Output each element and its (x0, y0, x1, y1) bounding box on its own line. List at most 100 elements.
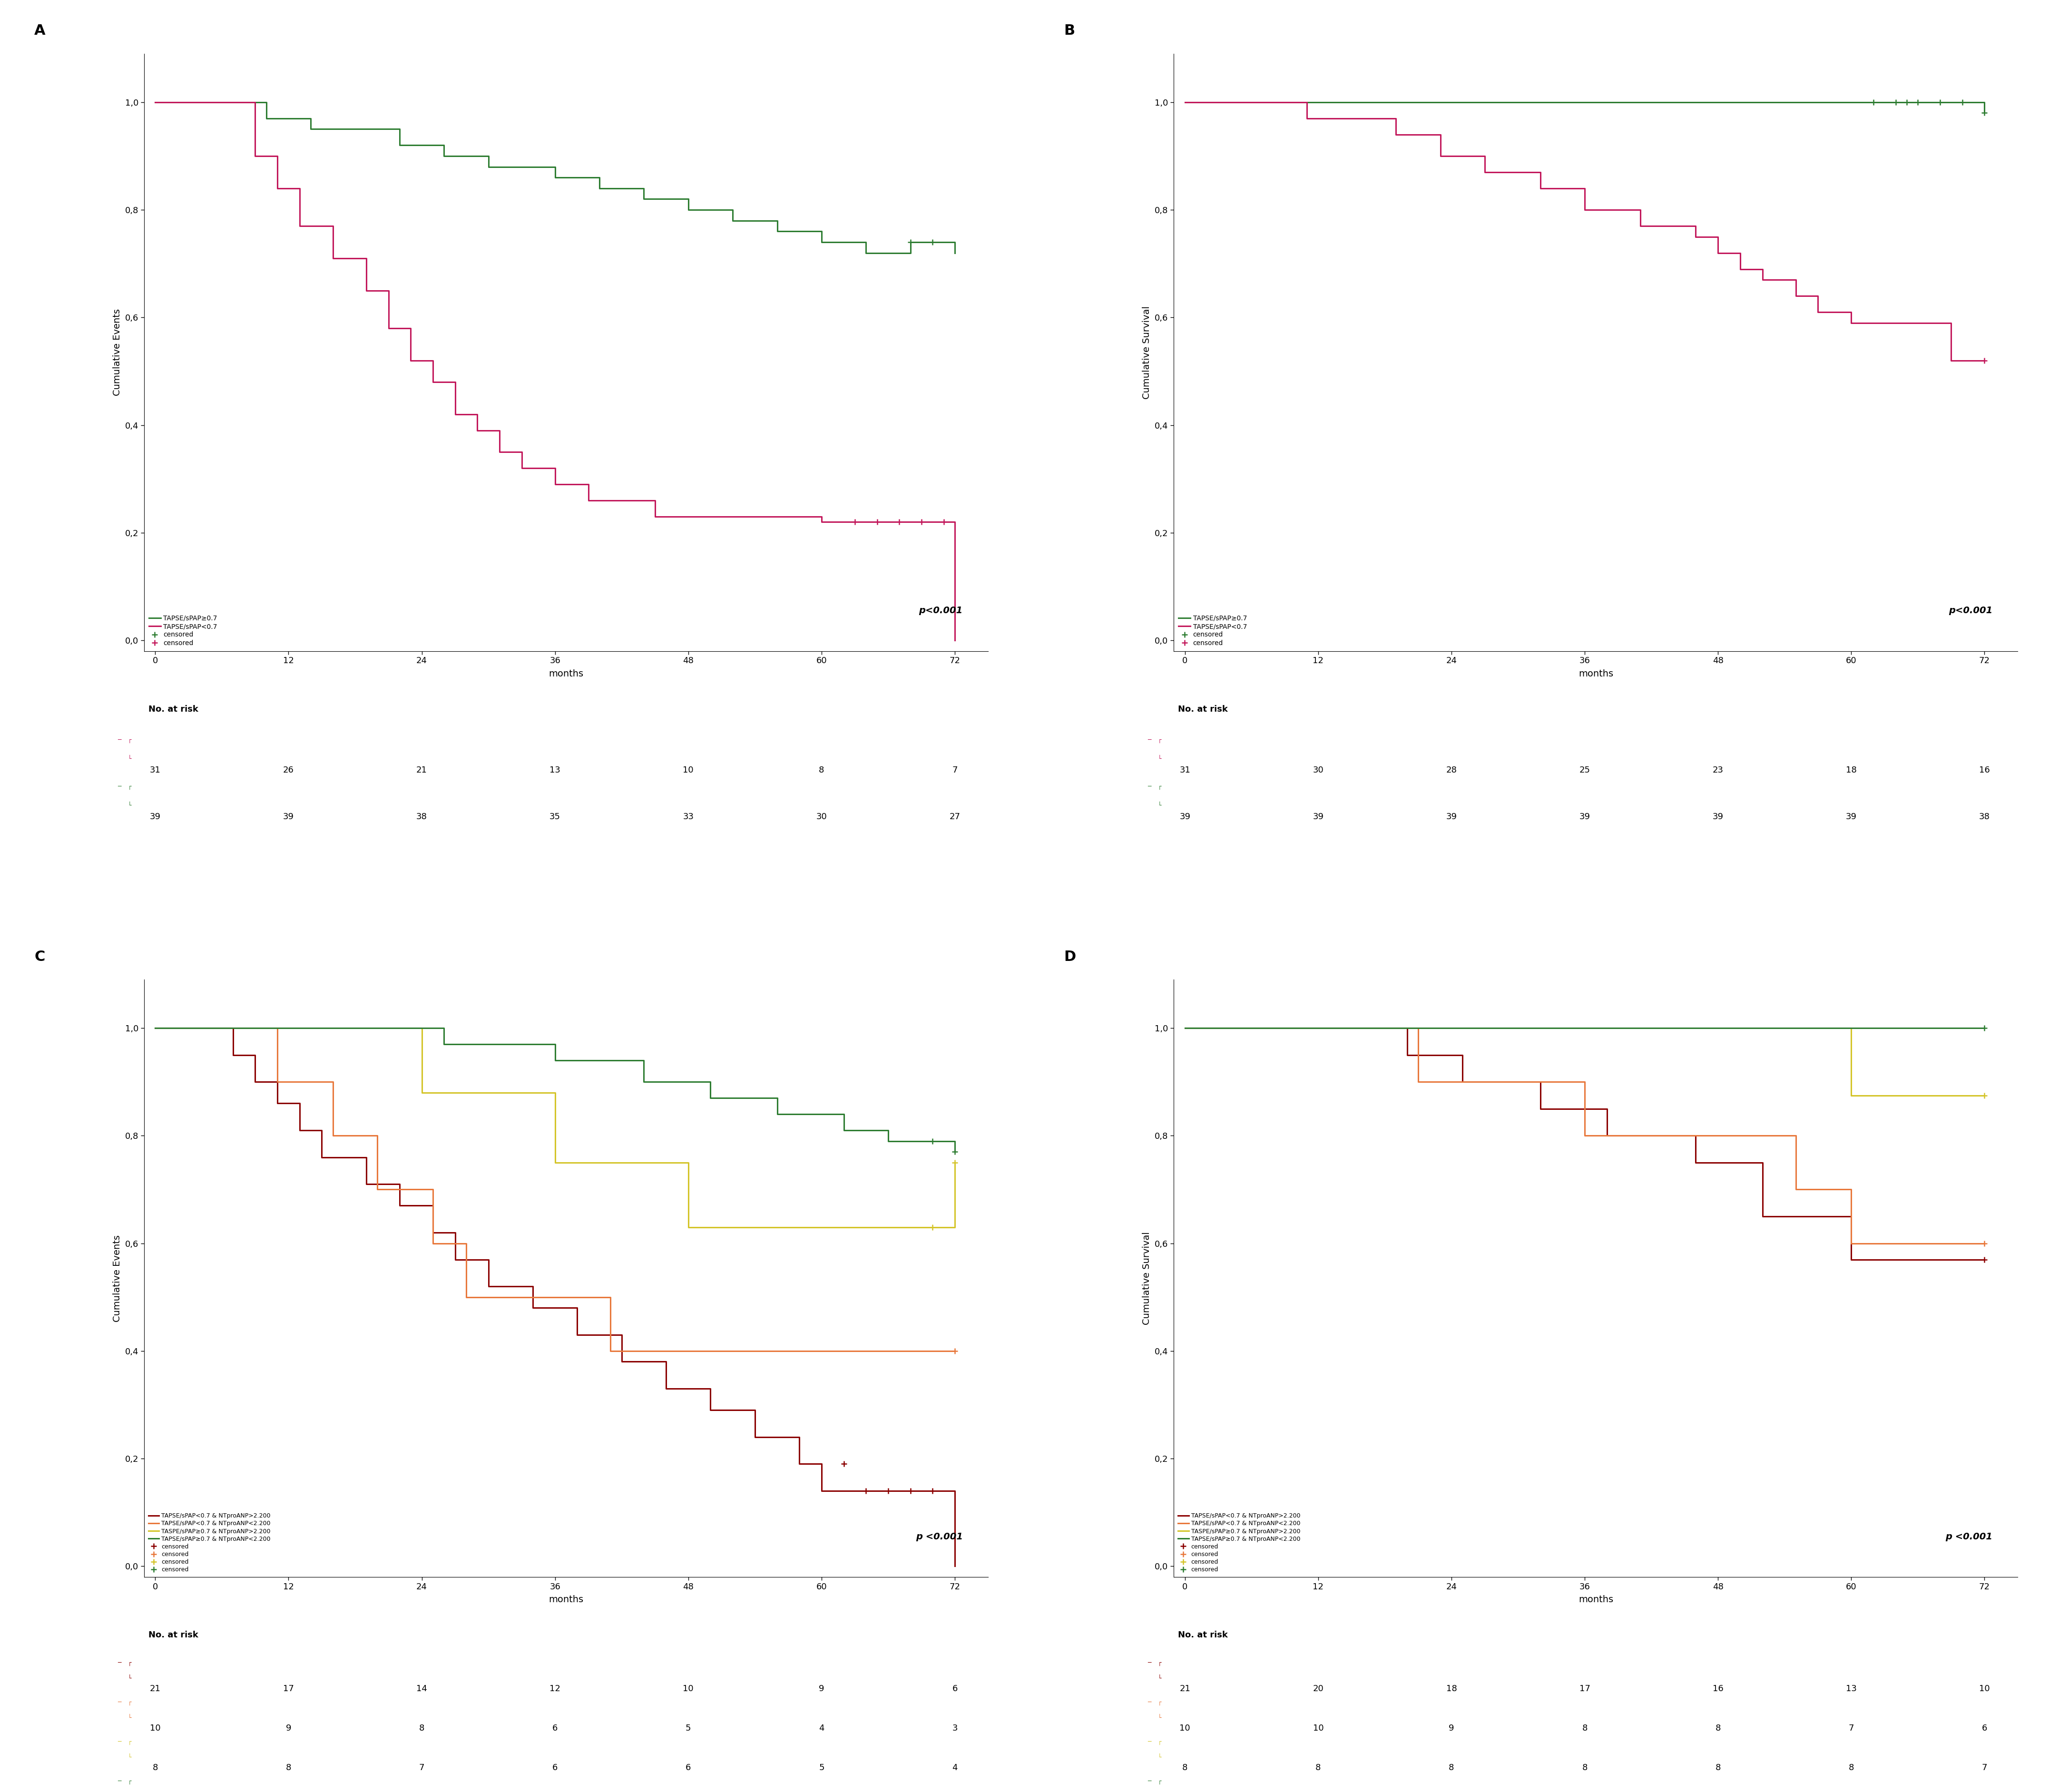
Text: 39: 39 (282, 812, 294, 821)
Legend: TAPSE/sPAP<0.7 & NTproANP>2.200, TAPSE/sPAP<0.7 & NTproANP<2.200, TASPE/sPAP≥0.7: TAPSE/sPAP<0.7 & NTproANP>2.200, TAPSE/s… (146, 1512, 272, 1573)
Text: └: └ (128, 1715, 132, 1720)
Text: No. at risk: No. at risk (1178, 1631, 1227, 1640)
Legend: TAPSE/sPAP≥0.7, TAPSE/sPAP<0.7, censored, censored: TAPSE/sPAP≥0.7, TAPSE/sPAP<0.7, censored… (1178, 613, 1248, 647)
Text: ┌: ┌ (1157, 1659, 1161, 1667)
Text: 20: 20 (1314, 1684, 1324, 1693)
Text: 39: 39 (1314, 812, 1324, 821)
Text: 12: 12 (550, 1684, 560, 1693)
Text: 13: 13 (1845, 1684, 1857, 1693)
Text: └: └ (1157, 803, 1161, 808)
Text: 23: 23 (1713, 765, 1723, 774)
Text: ─: ─ (1147, 1738, 1151, 1745)
Text: 27: 27 (949, 812, 959, 821)
Text: 16: 16 (1979, 765, 1989, 774)
Text: 7: 7 (1849, 1724, 1853, 1733)
Text: └: └ (1157, 1754, 1161, 1760)
Text: 3: 3 (951, 1724, 957, 1733)
Text: └: └ (128, 1754, 132, 1760)
Text: 30: 30 (1314, 765, 1324, 774)
Text: 10: 10 (1314, 1724, 1324, 1733)
X-axis label: months: months (1579, 668, 1612, 679)
Text: 9: 9 (819, 1684, 824, 1693)
Text: 9: 9 (286, 1724, 290, 1733)
Text: 21: 21 (416, 765, 426, 774)
Text: └: └ (128, 803, 132, 808)
Text: 10: 10 (684, 1684, 694, 1693)
Text: ┌: ┌ (128, 1778, 132, 1785)
X-axis label: months: months (550, 1595, 583, 1604)
Text: 6: 6 (552, 1724, 558, 1733)
Text: 7: 7 (420, 1763, 424, 1772)
Text: ─: ─ (1147, 1778, 1151, 1785)
Text: 21: 21 (150, 1684, 161, 1693)
Text: 16: 16 (1713, 1684, 1723, 1693)
Text: 5: 5 (819, 1763, 824, 1772)
Text: 35: 35 (550, 812, 560, 821)
Legend: TAPSE/sPAP<0.7 & NTproANP>2.200, TAPSE/sPAP<0.7 & NTproANP<2.200, TASPE/sPAP≥0.7: TAPSE/sPAP<0.7 & NTproANP>2.200, TAPSE/s… (1178, 1512, 1301, 1573)
Text: 4: 4 (819, 1724, 824, 1733)
Text: No. at risk: No. at risk (148, 704, 198, 713)
Text: p<0.001: p<0.001 (1948, 606, 1993, 615)
Text: ─: ─ (1147, 737, 1151, 744)
Y-axis label: Cumulative Events: Cumulative Events (113, 1235, 121, 1322)
Text: 8: 8 (1849, 1763, 1853, 1772)
Text: 31: 31 (150, 765, 161, 774)
Text: ─: ─ (1147, 783, 1151, 790)
Text: 6: 6 (686, 1763, 692, 1772)
Text: ┌: ┌ (1157, 783, 1161, 790)
Text: 8: 8 (1581, 1763, 1587, 1772)
Text: 39: 39 (1445, 812, 1458, 821)
Text: ─: ─ (1147, 1699, 1151, 1706)
Text: No. at risk: No. at risk (1178, 704, 1227, 713)
Text: 10: 10 (684, 765, 694, 774)
Text: ┌: ┌ (128, 737, 132, 744)
Text: ┌: ┌ (1157, 1699, 1161, 1706)
Text: 25: 25 (1579, 765, 1590, 774)
Text: ┌: ┌ (1157, 1738, 1161, 1745)
Text: 13: 13 (550, 765, 560, 774)
Text: 7: 7 (1981, 1763, 1987, 1772)
Text: 39: 39 (1845, 812, 1857, 821)
Text: 8: 8 (286, 1763, 290, 1772)
Text: 9: 9 (1450, 1724, 1454, 1733)
Text: A: A (35, 23, 45, 38)
Text: └: └ (128, 1676, 132, 1681)
Text: ┌: ┌ (128, 1738, 132, 1745)
Text: 21: 21 (1180, 1684, 1190, 1693)
Text: 28: 28 (1445, 765, 1458, 774)
Text: ┌: ┌ (128, 783, 132, 790)
Text: ─: ─ (117, 1699, 121, 1706)
Legend: TAPSE/sPAP≥0.7, TAPSE/sPAP<0.7, censored, censored: TAPSE/sPAP≥0.7, TAPSE/sPAP<0.7, censored… (148, 613, 218, 647)
Text: 6: 6 (951, 1684, 957, 1693)
Text: p <0.001: p <0.001 (916, 1532, 964, 1541)
Text: 38: 38 (1979, 812, 1989, 821)
Text: 8: 8 (1450, 1763, 1454, 1772)
Text: 7: 7 (951, 765, 957, 774)
Text: 18: 18 (1445, 1684, 1458, 1693)
Text: 8: 8 (420, 1724, 424, 1733)
Text: ┌: ┌ (128, 1699, 132, 1706)
Text: 14: 14 (416, 1684, 426, 1693)
Text: ─: ─ (117, 1738, 121, 1745)
Text: 26: 26 (282, 765, 294, 774)
Text: 30: 30 (815, 812, 828, 821)
Text: 10: 10 (1180, 1724, 1190, 1733)
Y-axis label: Cumulative Survival: Cumulative Survival (1143, 306, 1151, 400)
Text: └: └ (1157, 1676, 1161, 1681)
Text: 39: 39 (150, 812, 161, 821)
Text: 31: 31 (1180, 765, 1190, 774)
Text: 6: 6 (552, 1763, 558, 1772)
Text: ┌: ┌ (128, 1659, 132, 1667)
Text: 4: 4 (951, 1763, 957, 1772)
Text: ─: ─ (117, 1778, 121, 1785)
X-axis label: months: months (1579, 1595, 1612, 1604)
Text: ─: ─ (117, 783, 121, 790)
Text: ┌: ┌ (1157, 1778, 1161, 1785)
Text: 17: 17 (1579, 1684, 1590, 1693)
Text: p <0.001: p <0.001 (1946, 1532, 1993, 1541)
Text: 33: 33 (684, 812, 694, 821)
Text: 8: 8 (819, 765, 824, 774)
Text: 6: 6 (1983, 1724, 1987, 1733)
Text: 8: 8 (1581, 1724, 1587, 1733)
Text: ─: ─ (117, 737, 121, 744)
